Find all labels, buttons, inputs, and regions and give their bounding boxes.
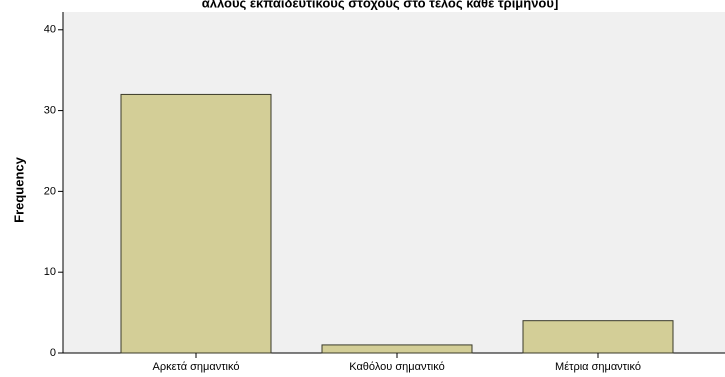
y-tick-label: 30 [44, 104, 56, 116]
x-tick-label: Μέτρια σημαντικό [555, 361, 641, 373]
x-tick-label: Καθόλου σημαντικό [349, 361, 445, 373]
bar [321, 344, 473, 354]
y-axis-label: Frequency [11, 156, 26, 223]
y-tick-label: 20 [44, 185, 56, 197]
x-tick-label: Αρκετά σημαντικό [153, 361, 240, 373]
y-tick-label: 40 [44, 24, 56, 36]
y-tick-label: 0 [50, 347, 56, 359]
chart-title: άλλους εκπαιδευτικούς στόχους στο τέλος … [202, 0, 559, 10]
bar [120, 93, 272, 354]
y-tick-label: 10 [44, 266, 56, 278]
bar [522, 320, 674, 354]
